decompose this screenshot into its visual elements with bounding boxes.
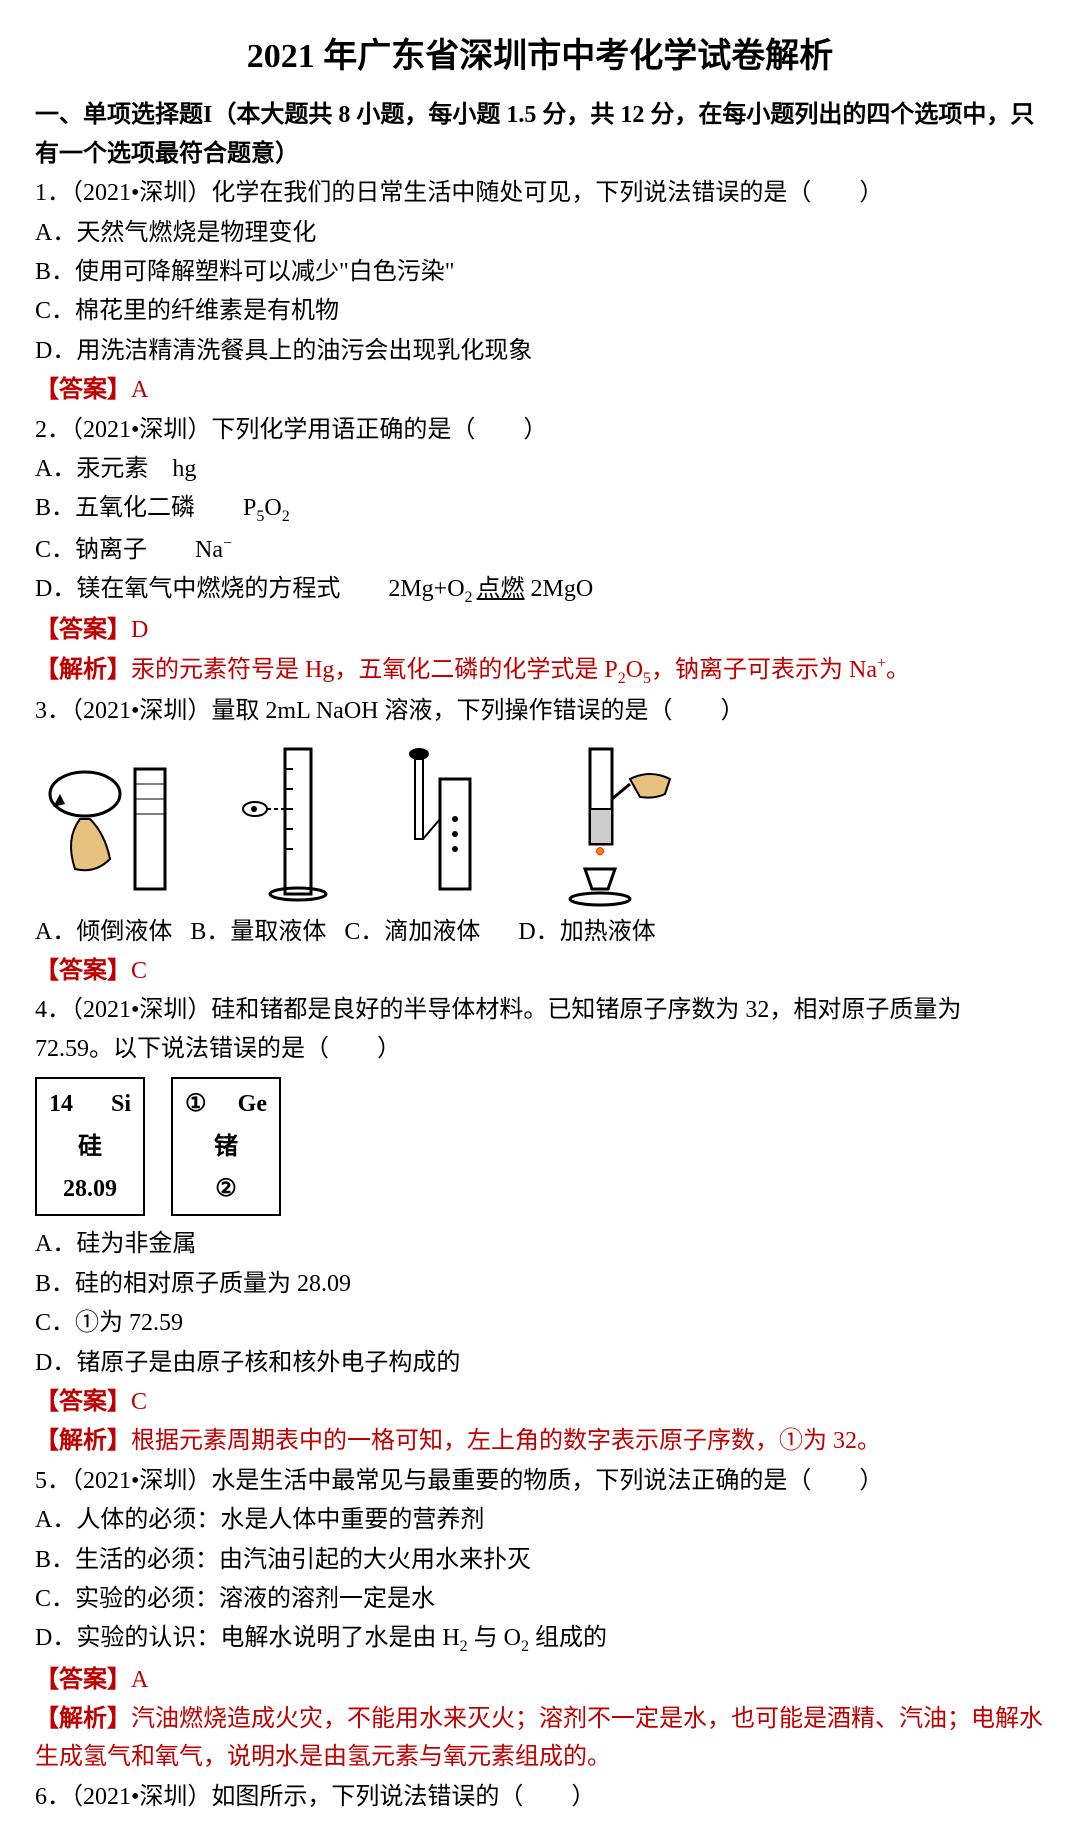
q5-stem: 5．（2021•深圳）水是生活中最常见与最重要的物质，下列说法正确的是（ ） [35,1462,1045,1500]
expl-label: 【解析】 [35,1706,131,1732]
page-title: 2021 年广东省深圳市中考化学试卷解析 [35,30,1045,84]
answer-label: 【答案】 [35,958,131,984]
q4-optB: B．硅的相对原子质量为 28.09 [35,1265,1045,1303]
answer-value: D [131,617,148,643]
q5-D-post: 组成的 [529,1625,607,1651]
expl-text: 汽油燃烧造成火灾，不能用水来灭火；溶剂不一定是水，也可能是酒精、汽油；电解水生成… [35,1706,1043,1770]
q2-C-sup: − [223,535,232,552]
answer-label: 【答案】 [35,1389,131,1415]
q2-B-mid: O [264,495,281,521]
q2-answer: 【答案】D [35,611,1045,649]
q3-images [35,739,1045,909]
q2-optC: C．钠离子 Na− [35,531,1045,569]
q1-stem: 1．（2021•深圳）化学在我们的日常生活中随处可见，下列说法错误的是（ ） [35,174,1045,212]
q2-explanation: 【解析】汞的元素符号是 Hg，五氧化二磷的化学式是 P2O5，钠离子可表示为 N… [35,651,1045,691]
q3-imgB [230,739,360,909]
t: 汞的元素符号是 Hg，五氧化二磷的化学式是 P [131,657,618,683]
t: O [626,657,643,683]
si-mass: 28.09 [49,1170,131,1208]
answer-label: 【答案】 [35,617,131,643]
t: + [877,655,886,672]
t: 5 [643,670,651,687]
expl-text: 根据元素周期表中的一格可知，左上角的数字表示原子序数，①为 32。 [131,1428,881,1454]
q3-imgA [35,739,205,909]
q5-D-mid: 与 O [468,1625,521,1651]
q5-D-s2: 2 [521,1638,529,1655]
q6-stem: 6．（2021•深圳）如图所示，下列说法错误的（ ） [35,1778,1045,1816]
expl-label: 【解析】 [35,1428,131,1454]
expl-text: 汞的元素符号是 Hg，五氧化二磷的化学式是 P2O5，钠离子可表示为 Na+。 [131,657,910,683]
q2-optA: A．汞元素 hg [35,450,1045,488]
si-name: 硅 [49,1128,131,1166]
element-box-si: 14 Si 硅 28.09 [35,1077,145,1216]
ge-mass: ② [185,1170,267,1208]
t: 。 [886,657,910,683]
q3-answer: 【答案】C [35,952,1045,990]
ge-num: ① [185,1085,207,1123]
q2-D-pre: D．镁在氧气中燃烧的方程式 2Mg+O [35,576,465,602]
si-sym: Si [111,1085,131,1123]
q4-answer: 【答案】C [35,1383,1045,1421]
pour-liquid-icon [35,739,205,909]
answer-label: 【答案】 [35,377,131,403]
t: ，钠离子可表示为 Na [651,657,877,683]
q2-C-text: C．钠离子 Na [35,537,223,563]
si-num: 14 [49,1085,73,1123]
q2-optB: B．五氧化二磷 P5O2 [35,489,1045,529]
q4-element-boxes: 14 Si 硅 28.09 ① Ge 锗 ② [35,1069,1045,1224]
q3-imgD [540,739,700,909]
q3-labelC: C．滴加液体 [344,913,480,951]
q1-answer: 【答案】A [35,371,1045,409]
heat-liquid-icon [540,739,700,909]
expl-label: 【解析】 [35,657,131,683]
q5-optB: B．生活的必须：由汽油引起的大火用水来扑灭 [35,1541,1045,1579]
q1-optB: B．使用可降解塑料可以减少"白色污染" [35,253,1045,291]
element-box-ge: ① Ge 锗 ② [171,1077,281,1216]
q2-D-post: 2MgO [525,576,594,602]
q3-imgC [385,739,515,909]
measure-liquid-icon [230,739,360,909]
answer-value: A [131,1667,148,1693]
q3-option-labels: A．倾倒液体 B．量取液体 C．滴加液体 D．加热液体 [35,913,1045,951]
q4-optA: A．硅为非金属 [35,1225,1045,1263]
q3-labelB: B．量取液体 [190,913,326,951]
q4-optD: D．锗原子是由原子核和核外电子构成的 [35,1344,1045,1382]
q3-labelA: A．倾倒液体 [35,913,172,951]
q5-optA: A．人体的必须：水是人体中重要的营养剂 [35,1501,1045,1539]
q1-optA: A．天然气燃烧是物理变化 [35,214,1045,252]
q5-optC: C．实验的必须：溶液的溶剂一定是水 [35,1580,1045,1618]
q5-D-pre: D．实验的认识：电解水说明了水是由 H [35,1625,460,1651]
q4-explanation: 【解析】根据元素周期表中的一格可知，左上角的数字表示原子序数，①为 32。 [35,1422,1045,1460]
q1-optC: C．棉花里的纤维素是有机物 [35,292,1045,330]
ge-name: 锗 [185,1128,267,1166]
q4-stem: 4．（2021•深圳）硅和锗都是良好的半导体材料。已知锗原子序数为 32，相对原… [35,991,1045,1068]
q5-answer: 【答案】A [35,1661,1045,1699]
q2-optD: D．镁在氧气中燃烧的方程式 2Mg+O2 点燃 2MgO [35,570,1045,610]
q2-D-cond: 点燃 [477,576,525,602]
q2-B-sub2: 2 [282,508,290,525]
answer-value: C [131,1389,147,1415]
t: 2 [618,670,626,687]
drop-liquid-icon [385,739,515,909]
q3-labelD: D．加热液体 [518,913,655,951]
q3-stem: 3．（2021•深圳）量取 2mL NaOH 溶液，下列操作错误的是（ ） [35,692,1045,730]
q5-explanation: 【解析】汽油燃烧造成火灾，不能用水来灭火；溶剂不一定是水，也可能是酒精、汽油；电… [35,1700,1045,1777]
q2-stem: 2．（2021•深圳）下列化学用语正确的是（ ） [35,411,1045,449]
answer-value: A [131,377,148,403]
q1-optD: D．用洗洁精清洗餐具上的油污会出现乳化现象 [35,332,1045,370]
ge-sym: Ge [238,1085,267,1123]
q5-optD: D．实验的认识：电解水说明了水是由 H2 与 O2 组成的 [35,1619,1045,1659]
q4-optC: C．①为 72.59 [35,1304,1045,1342]
q2-B-text: B．五氧化二磷 P [35,495,256,521]
q2-D-sub: 2 [465,589,477,606]
answer-label: 【答案】 [35,1667,131,1693]
answer-value: C [131,958,147,984]
section-header: 一、单项选择题I（本大题共 8 小题，每小题 1.5 分，共 12 分，在每小题… [35,96,1045,173]
q5-D-s1: 2 [460,1638,468,1655]
